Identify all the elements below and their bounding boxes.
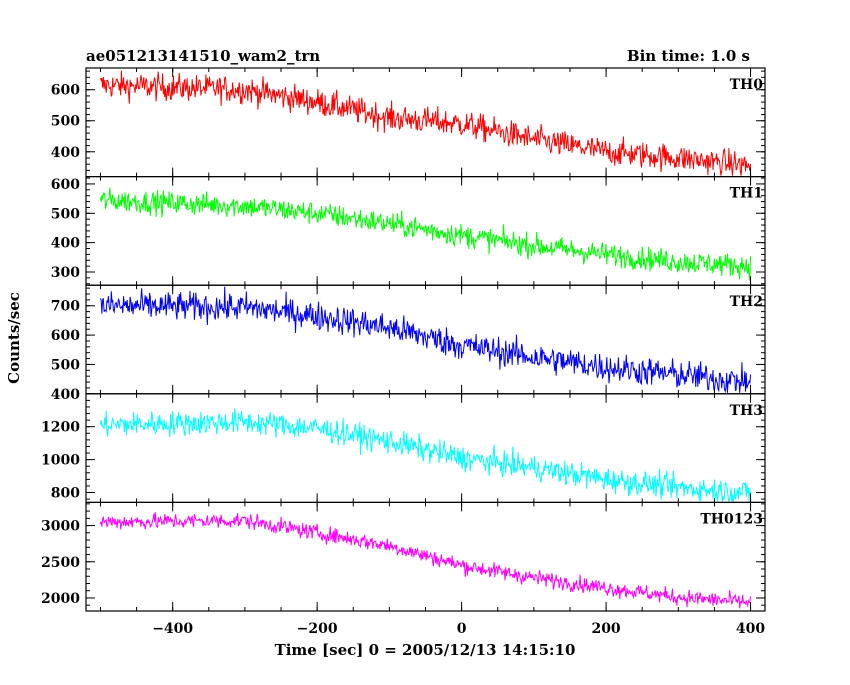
series-line-th0123 [99, 512, 752, 609]
y-tick-label: 1000 [41, 453, 80, 469]
series-line-th0 [99, 70, 752, 176]
y-tick-label: 2500 [41, 555, 80, 571]
chart-title: ae051213141510_wam2_trn [86, 47, 320, 65]
panel-label-th2: TH2 [730, 294, 763, 310]
panel-label-th1: TH1 [730, 186, 763, 202]
bin-time-label: Bin time: 1.0 s [627, 47, 750, 65]
y-tick-label: 400 [51, 387, 80, 403]
y-tick-label: 500 [51, 206, 80, 222]
series-line-th1 [99, 187, 752, 281]
y-tick-label: 800 [51, 486, 80, 502]
x-tick-label: −200 [297, 621, 338, 637]
panel-label-th0: TH0 [730, 77, 764, 93]
panels-group: TH0 400 500 600 TH1 300 400 500 600 TH2 400 500 600 7… [41, 67, 766, 637]
y-axis-label: Counts/sec [5, 292, 23, 384]
x-tick-label: 0 [457, 621, 467, 637]
x-axis-label: Time [sec] 0 = 2005/12/13 14:15:10 [275, 641, 576, 659]
panel-label-th0123: TH0123 [700, 511, 763, 527]
y-tick-label: 600 [51, 328, 80, 344]
y-tick-label: 700 [51, 299, 80, 315]
series-line-th2 [99, 286, 752, 394]
y-tick-label: 500 [51, 114, 80, 130]
x-tick-label: 200 [591, 621, 620, 637]
x-tick-label: 400 [736, 621, 765, 637]
y-tick-label: 1200 [41, 420, 80, 436]
series-line-th3 [99, 408, 752, 504]
panel-label-th3: TH3 [730, 403, 763, 419]
y-tick-label: 2000 [41, 591, 80, 607]
y-tick-label: 600 [51, 83, 80, 99]
y-tick-label: 3000 [41, 519, 80, 535]
y-tick-label: 400 [51, 236, 80, 252]
y-tick-label: 500 [51, 357, 80, 373]
y-tick-label: 400 [51, 145, 80, 161]
panel-frame-th1 [85, 176, 766, 286]
y-tick-label: 300 [51, 265, 80, 281]
x-tick-label: −400 [152, 621, 193, 637]
y-tick-label: 600 [51, 177, 80, 193]
